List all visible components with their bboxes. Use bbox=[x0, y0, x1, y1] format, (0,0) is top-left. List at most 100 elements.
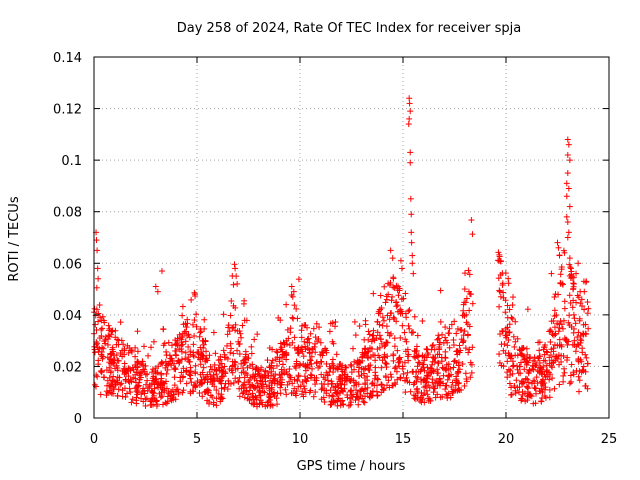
data-point bbox=[579, 366, 586, 373]
data-point bbox=[453, 359, 460, 366]
data-point bbox=[533, 374, 540, 381]
data-point bbox=[282, 386, 289, 393]
data-point bbox=[546, 360, 553, 367]
data-point bbox=[121, 360, 128, 367]
data-point bbox=[506, 380, 513, 387]
data-point bbox=[133, 388, 140, 395]
data-point bbox=[97, 314, 104, 321]
data-point bbox=[315, 364, 322, 371]
data-point bbox=[437, 339, 444, 346]
data-point bbox=[551, 294, 558, 301]
data-point bbox=[186, 371, 193, 378]
data-point bbox=[362, 317, 369, 324]
data-point bbox=[348, 387, 355, 394]
data-point bbox=[522, 375, 529, 382]
data-point bbox=[248, 343, 255, 350]
data-point bbox=[269, 357, 276, 364]
data-point bbox=[173, 347, 180, 354]
data-point bbox=[295, 372, 302, 379]
data-point bbox=[566, 203, 573, 210]
data-point bbox=[183, 367, 190, 374]
data-point bbox=[201, 316, 208, 323]
data-point bbox=[580, 330, 587, 337]
data-point bbox=[396, 287, 403, 294]
data-point bbox=[506, 321, 513, 328]
data-point bbox=[240, 389, 247, 396]
data-point bbox=[219, 395, 226, 402]
data-point bbox=[503, 332, 510, 339]
chart-title: Day 258 of 2024, Rate Of TEC Index for r… bbox=[177, 21, 522, 36]
data-point bbox=[549, 375, 556, 382]
data-point bbox=[127, 389, 134, 396]
data-point bbox=[199, 369, 206, 376]
data-point bbox=[334, 365, 341, 372]
data-point bbox=[390, 352, 397, 359]
data-point bbox=[571, 337, 578, 344]
data-point bbox=[442, 324, 449, 331]
data-point bbox=[408, 239, 415, 246]
data-point bbox=[142, 371, 149, 378]
data-point bbox=[142, 362, 149, 369]
data-point bbox=[431, 346, 438, 353]
data-point bbox=[171, 374, 178, 381]
data-point bbox=[390, 314, 397, 321]
data-point bbox=[150, 338, 157, 345]
data-point bbox=[462, 345, 469, 352]
data-point bbox=[450, 364, 457, 371]
data-point bbox=[187, 375, 194, 382]
data-point bbox=[203, 356, 210, 363]
data-point bbox=[404, 369, 411, 376]
data-point bbox=[425, 351, 432, 358]
data-point bbox=[389, 255, 396, 262]
data-point bbox=[329, 360, 336, 367]
data-point bbox=[236, 393, 243, 400]
data-point bbox=[154, 381, 161, 388]
data-point bbox=[224, 342, 231, 349]
data-point bbox=[584, 299, 591, 306]
data-point bbox=[402, 336, 409, 343]
data-point bbox=[417, 397, 424, 404]
data-point bbox=[418, 399, 425, 406]
data-point bbox=[508, 314, 515, 321]
data-point bbox=[429, 358, 436, 365]
data-point bbox=[554, 239, 561, 246]
data-point bbox=[230, 324, 237, 331]
data-point bbox=[307, 357, 314, 364]
data-point bbox=[461, 328, 468, 335]
data-point bbox=[495, 275, 502, 282]
data-point bbox=[561, 298, 568, 305]
data-point bbox=[147, 401, 154, 408]
data-point bbox=[172, 365, 179, 372]
data-point bbox=[380, 387, 387, 394]
data-point bbox=[151, 395, 158, 402]
data-point bbox=[560, 247, 567, 254]
data-point bbox=[113, 351, 120, 358]
data-point bbox=[435, 370, 442, 377]
data-point bbox=[273, 348, 280, 355]
data-point bbox=[355, 401, 362, 408]
data-point bbox=[466, 346, 473, 353]
data-point bbox=[462, 270, 469, 277]
data-point bbox=[520, 345, 527, 352]
data-point bbox=[106, 325, 113, 332]
data-point bbox=[270, 372, 277, 379]
data-point bbox=[342, 377, 349, 384]
data-point bbox=[467, 291, 474, 298]
data-point bbox=[564, 136, 571, 143]
data-point bbox=[546, 394, 553, 401]
data-point bbox=[291, 334, 298, 341]
data-point bbox=[329, 319, 336, 326]
data-point bbox=[120, 341, 127, 348]
data-point bbox=[409, 260, 416, 267]
data-point bbox=[541, 343, 548, 350]
data-point bbox=[180, 321, 187, 328]
data-point bbox=[502, 270, 509, 277]
data-point bbox=[535, 355, 542, 362]
data-point bbox=[293, 360, 300, 367]
data-point bbox=[420, 364, 427, 371]
data-point bbox=[226, 328, 233, 335]
data-point bbox=[134, 348, 141, 355]
data-point bbox=[469, 231, 476, 238]
data-point bbox=[496, 351, 503, 358]
data-point bbox=[209, 394, 216, 401]
